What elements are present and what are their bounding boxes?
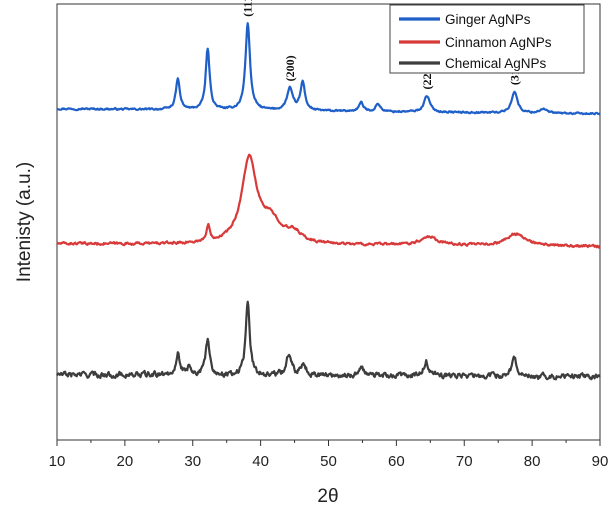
x-tick-label: 70 xyxy=(456,453,473,470)
series-layer xyxy=(56,22,601,381)
x-axis-title: 2θ xyxy=(317,486,338,507)
series-line-ginger xyxy=(56,22,601,116)
legend-label-ginger: Ginger AgNPs xyxy=(445,12,531,27)
x-tick-label: 80 xyxy=(524,453,541,470)
y-axis-title: Intenisty (a.u.) xyxy=(14,162,35,282)
x-tick-label: 50 xyxy=(320,453,337,470)
x-tick-label: 90 xyxy=(592,453,609,470)
peak-annotation: (200) xyxy=(283,55,297,81)
x-tick-label: 30 xyxy=(184,453,201,470)
x-tick-label: 60 xyxy=(388,453,405,470)
peak-annotation: (111) xyxy=(241,0,255,17)
x-tick-label: 40 xyxy=(252,453,269,470)
x-tick-label: 20 xyxy=(117,453,134,470)
series-line-cinnamon xyxy=(56,153,601,249)
x-tick-label: 10 xyxy=(49,453,66,470)
series-line-chemical xyxy=(56,300,601,381)
x-axis: 10 20 30 40 50 60 70 80 90 xyxy=(49,440,609,470)
legend-label-cinnamon: Cinnamon AgNPs xyxy=(445,35,552,50)
legend: Ginger AgNPs Cinnamon AgNPs Chemical AgN… xyxy=(389,4,585,74)
legend-label-chemical: Chemical AgNPs xyxy=(445,56,547,71)
